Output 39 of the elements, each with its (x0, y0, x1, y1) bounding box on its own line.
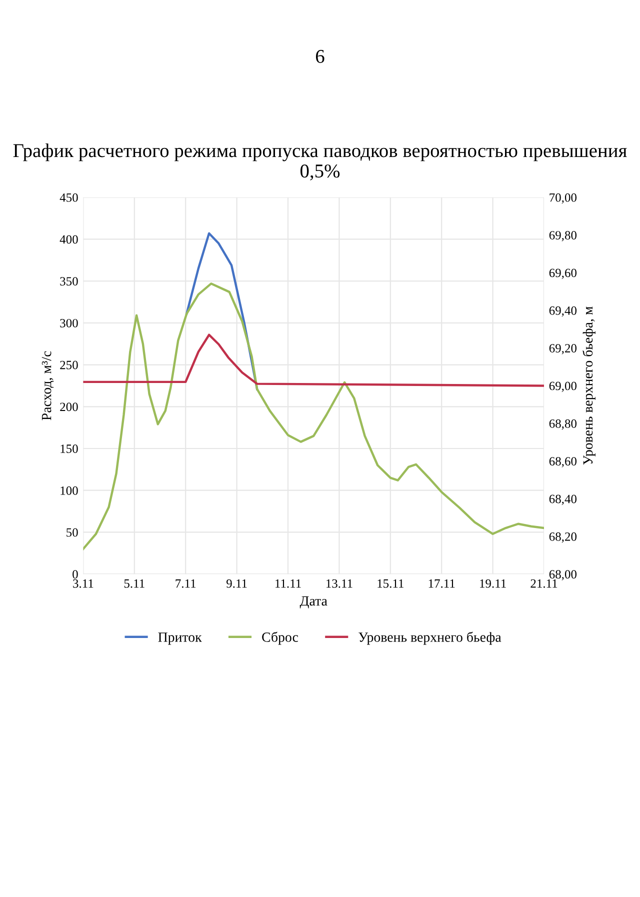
x-tick-label: 11.11 (276, 579, 301, 588)
y2-tick-label: 69,60 (549, 268, 577, 279)
x-tick-label: 19.11 (480, 579, 506, 588)
y2-tick-label: 68,20 (549, 532, 577, 543)
x-axis-title: Дата (300, 596, 328, 608)
y-tick-label: 50 (66, 528, 78, 537)
y-tick-label: 200 (60, 402, 78, 412)
y-tick-label: 350 (60, 277, 78, 286)
y2-tick-label: 69,80 (549, 231, 577, 242)
y2-tick-label: 68,60 (549, 457, 577, 468)
legend-label: Приток (158, 632, 202, 645)
legend-label: Уровень верхнего бьефа (358, 632, 502, 645)
y2-tick-label: 68,00 (549, 570, 577, 580)
x-tick-label: 21.11 (530, 579, 558, 588)
x-tick-label: 13.11 (326, 579, 352, 588)
legend-label: Сброс (262, 632, 298, 645)
y-tick-label: 250 (60, 360, 78, 370)
y-tick-label: 100 (60, 486, 78, 495)
y2-tick-label: 68,40 (549, 494, 577, 505)
y-tick-label: 0 (72, 570, 78, 579)
text: 6 (316, 50, 324, 63)
x-tick-label: 17.11 (428, 579, 455, 588)
x-tick-label: 7.11 (176, 579, 196, 588)
y2-tick-label: 69,00 (549, 382, 577, 392)
y-tick-label: 300 (60, 318, 78, 328)
y-axis-title: Расход, м³/с (42, 351, 54, 420)
x-tick-label: 9.11 (226, 579, 247, 588)
x-tick-label: 3.11 (73, 579, 94, 588)
y2-tick-label: 69,20 (549, 344, 577, 354)
y-tick-label: 450 (60, 193, 78, 202)
y2-tick-label: 68,80 (549, 419, 577, 430)
y2-tick-label: 69,40 (549, 306, 577, 317)
x-tick-label: 5.11 (124, 579, 144, 588)
x-tick-label: 15.11 (378, 579, 404, 588)
y-tick-label: 400 (60, 235, 78, 244)
chart-title: График расчетного режима пропуска паводков вероятностью превышения 0,5% (13, 144, 627, 180)
y-tick-label: 150 (60, 444, 78, 453)
y2-tick-label: 70,00 (550, 193, 577, 204)
y2-axis-title: Уровень верхнего бьефа, м (582, 306, 596, 465)
